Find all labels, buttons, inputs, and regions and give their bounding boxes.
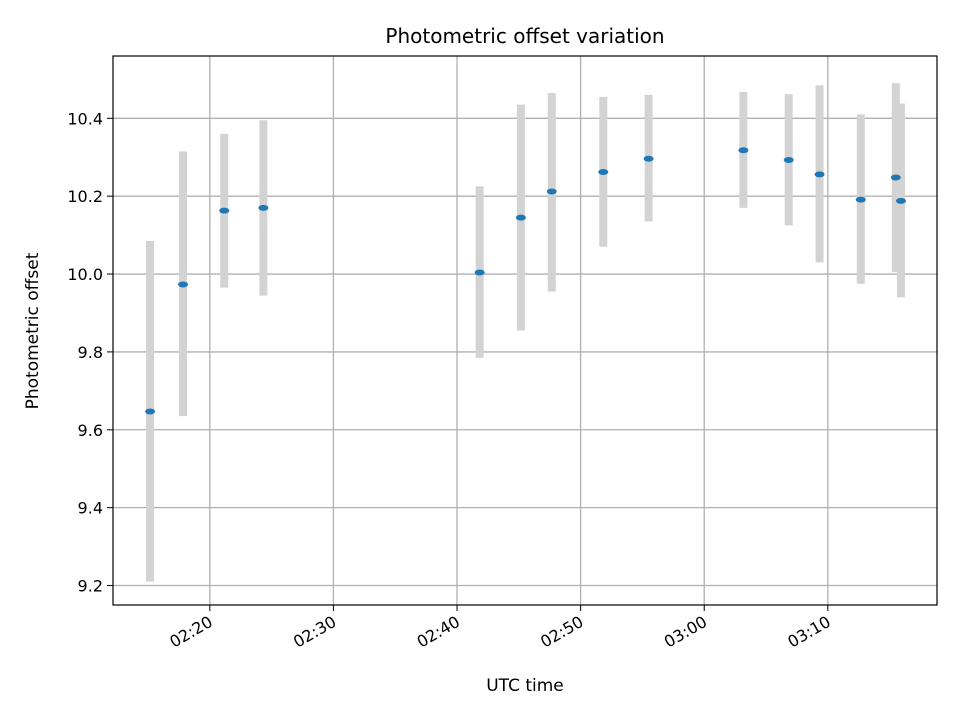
y-axis-label: Photometric offset (23, 252, 43, 409)
y-tick-label: 9.8 (78, 343, 103, 362)
data-point (643, 155, 654, 162)
grid (113, 56, 937, 605)
data-points (145, 147, 906, 415)
data-point (258, 204, 269, 211)
data-point (219, 207, 230, 214)
data-point (546, 188, 557, 195)
y-tick-label: 9.6 (78, 421, 103, 440)
y-tick-label: 9.4 (78, 499, 103, 518)
data-point (814, 171, 825, 178)
data-point (515, 214, 526, 221)
data-point (474, 269, 485, 276)
data-point (598, 169, 609, 176)
chart-title: Photometric offset variation (385, 24, 664, 48)
y-tick-label: 9.2 (78, 577, 103, 596)
data-point (145, 408, 156, 415)
data-point (783, 156, 794, 163)
x-axis-label: UTC time (486, 676, 564, 696)
y-tick-label: 10.4 (67, 109, 103, 128)
data-point (738, 147, 749, 154)
y-tick-label: 10.2 (67, 187, 103, 206)
y-axis-ticks: 9.2 9.4 9.6 9.8 10.0 10.2 10.4 (67, 109, 113, 596)
data-point (890, 174, 901, 181)
data-point (178, 281, 189, 288)
data-point (895, 197, 906, 204)
y-tick-label: 10.0 (67, 265, 103, 284)
data-point (855, 196, 866, 203)
plot-area-frame (112, 55, 938, 606)
